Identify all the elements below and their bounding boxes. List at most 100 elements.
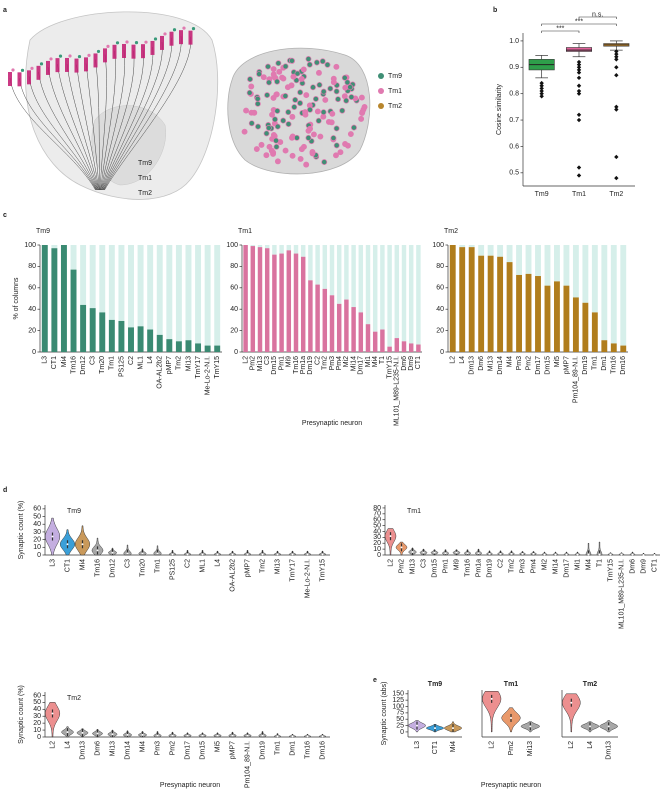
remainder-bar: [89, 245, 96, 309]
violin-median: [111, 551, 114, 554]
bar: [387, 346, 392, 352]
column-dot: [297, 155, 304, 162]
x-tick-label: pMP7: [244, 559, 251, 577]
column-dot: [303, 92, 310, 99]
column-dot: [306, 61, 313, 68]
remainder-bar: [286, 245, 292, 251]
bar: [137, 326, 144, 352]
x-tick-label: Mi4: [506, 356, 513, 367]
neuron-terminal: [122, 43, 126, 58]
y-tick-label: 20: [373, 540, 381, 547]
neuron-terminal: [150, 40, 155, 55]
remainder-bar: [610, 245, 617, 344]
column-dot: [260, 74, 267, 81]
remainder-bar: [601, 245, 608, 341]
violin-median: [499, 552, 502, 555]
remainder-bar: [279, 245, 284, 254]
violin-median: [543, 553, 546, 556]
column-dot: [290, 73, 297, 80]
y-tick-label: 60: [28, 285, 36, 292]
y-tick-label: 100: [392, 703, 404, 710]
x-tick-label: ML1: [137, 356, 144, 370]
column-dot: [270, 66, 277, 73]
panel-letter: c: [3, 212, 7, 219]
neuron-terminal: [141, 44, 145, 59]
y-tick-label: 150: [392, 691, 404, 698]
column-dot: [270, 149, 277, 156]
neuron-arbor: [100, 54, 107, 191]
panel-a-render: [8, 11, 371, 200]
neuron-arbor: [76, 64, 100, 191]
violin-median: [246, 553, 249, 556]
bar: [365, 324, 371, 352]
neuron-soma: [77, 54, 82, 59]
outlier: [576, 165, 582, 170]
column-dot: [254, 95, 261, 102]
outlier: [576, 91, 582, 96]
x-tick-label: Dm15: [431, 559, 438, 578]
y-tick-label: 30: [373, 534, 381, 541]
x-tick-label: T1: [596, 559, 603, 567]
x-tick-label: Mi4: [585, 559, 592, 570]
violin-median: [141, 552, 144, 555]
y-tick-label: 40: [230, 306, 238, 313]
x-axis-label: Presynaptic neuron: [481, 782, 541, 789]
x-tick-label: Dm19: [307, 356, 314, 375]
column-dot: [265, 63, 271, 70]
column-dot: [289, 152, 296, 159]
x-tick-label: L2: [450, 356, 457, 364]
column-dot: [339, 107, 346, 114]
column-dot: [300, 66, 307, 73]
outlier: [539, 80, 544, 86]
neuron-soma: [96, 49, 101, 54]
y-tick-label: 100: [24, 242, 36, 249]
x-tick-label: CT1: [651, 559, 658, 572]
x-tick-label: Tm16: [304, 741, 311, 759]
bar: [497, 256, 504, 352]
panel-letter: b: [493, 7, 497, 14]
x-tick-label: C3: [124, 559, 131, 568]
violin-median: [389, 535, 392, 538]
y-tick-label: 80: [373, 505, 381, 512]
bar: [591, 312, 598, 352]
neuron-soma: [172, 28, 177, 32]
bar: [372, 331, 378, 352]
x-tick-label: Tm20: [99, 356, 106, 374]
chart-title: Tm9: [428, 681, 443, 688]
remainder-bar: [80, 245, 87, 305]
violin-median: [452, 727, 454, 730]
neuron-terminal: [188, 30, 193, 45]
outlier: [576, 83, 582, 88]
x-tick-label: L2: [49, 741, 56, 749]
x-tick-label: Mi5: [554, 356, 561, 367]
x-tick-label: L2: [242, 356, 249, 364]
legend-swatch: [378, 73, 384, 79]
neuron-soma: [49, 57, 53, 61]
column-dot: [280, 117, 287, 124]
remainder-bar: [380, 245, 385, 330]
y-tick-label: 0.9: [509, 64, 519, 71]
column-dot: [241, 128, 248, 135]
x-tick-label: Dm19: [486, 559, 493, 578]
neuron-soma: [115, 41, 120, 45]
column-dot: [265, 125, 272, 131]
column-dot: [322, 96, 329, 103]
bar: [156, 334, 163, 352]
column-dot: [246, 89, 253, 96]
column-dot: [285, 109, 292, 116]
y-tick-label: 60: [230, 285, 238, 292]
remainder-bar: [525, 245, 532, 274]
column-dot: [335, 96, 341, 103]
x-tick-label: CT1: [51, 356, 58, 369]
chart-title: Tm1: [238, 228, 252, 235]
y-tick-label: 50: [396, 716, 404, 723]
remainder-bar: [394, 245, 400, 339]
x-tick-label: Mi1: [574, 559, 581, 570]
bar: [449, 245, 456, 352]
x-tick-label: Dm13: [606, 741, 613, 760]
remainder-bar: [416, 245, 421, 345]
column-dot: [273, 137, 279, 144]
neuron-terminal: [131, 44, 136, 59]
neuron-soma: [68, 54, 72, 58]
neuron-terminal: [160, 35, 164, 50]
